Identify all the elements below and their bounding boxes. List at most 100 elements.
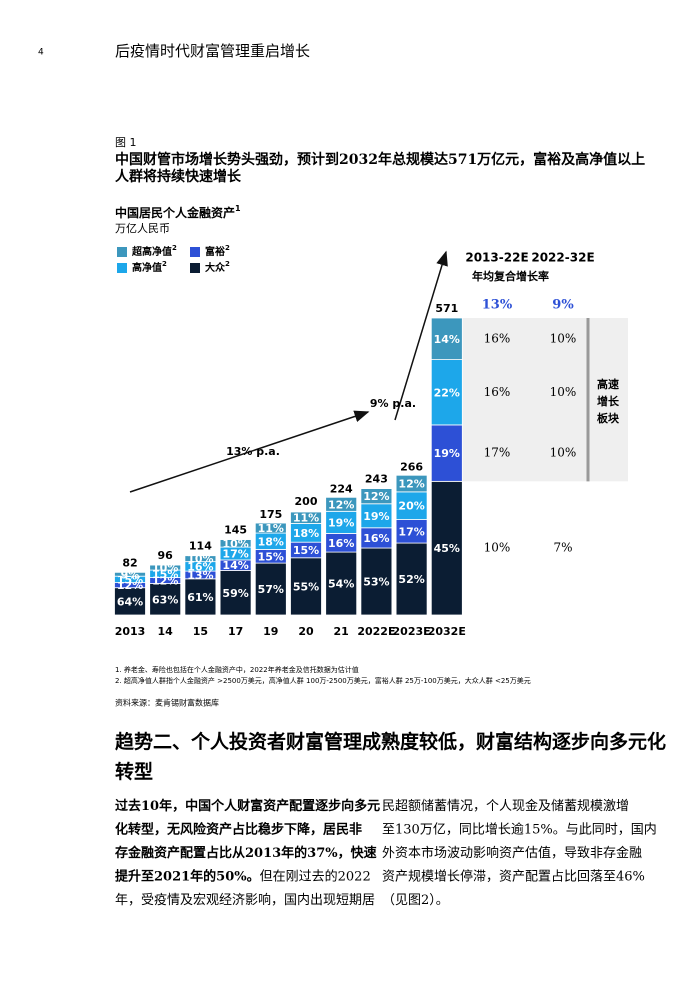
body-line: 外资本市场波动影响资产估值，导致非存金融 <box>382 845 642 861</box>
body-text: 化转型，无风险资产占比稳步下降，居民非 <box>115 821 362 837</box>
section-heading: 转型 <box>115 760 153 783</box>
bar-segment <box>360 547 393 616</box>
segment-label: 15% <box>258 550 284 563</box>
segment-label: 10% <box>187 553 213 566</box>
bar-segment <box>430 480 463 616</box>
bar-segment <box>184 555 217 563</box>
chart-title: 中国居民个人金融资产1 <box>115 204 241 220</box>
body-line: 过去10年，中国个人财富资产配置逐步向多元 <box>115 798 380 814</box>
segment-label: 54% <box>328 578 354 591</box>
legend-name: 高净值 <box>132 261 162 274</box>
segment-label: 59% <box>222 587 248 600</box>
header-title: 后疫情时代财富管理重启增长 <box>115 42 310 60</box>
growth-cell: 10% <box>550 385 577 399</box>
x-tick-label: 2023E <box>393 625 431 638</box>
segment-label: 10% <box>152 562 178 575</box>
segment-label: 17% <box>222 548 248 561</box>
total-label: 175 <box>259 508 282 521</box>
x-tick-label: 2013 <box>115 625 146 638</box>
total-label: 145 <box>224 524 247 537</box>
segment-label: 14% <box>434 333 460 346</box>
segment-label: 10% <box>222 537 248 550</box>
segment-label: 22% <box>434 386 460 399</box>
chart-title-text: 中国居民个人金融资产 <box>115 205 235 220</box>
segment-label: 55% <box>293 580 319 593</box>
footnote: 2. 超高净值人群指个人金融资产 >2500万美元，高净值人群 100万-250… <box>115 676 531 685</box>
bar-segment <box>430 424 463 482</box>
growth-cell: 7% <box>553 541 572 555</box>
segment-label: 53% <box>363 576 389 589</box>
growth-band <box>462 318 628 482</box>
segment-label: 15% <box>293 544 319 557</box>
bracket-label: 板块 <box>597 411 620 425</box>
legend-name: 富裕 <box>205 245 225 258</box>
bar-segment <box>149 564 182 571</box>
bar-segment <box>360 488 393 505</box>
x-tick-label: 21 <box>334 625 349 638</box>
body-text: 但在刚过去的2022 <box>260 868 371 884</box>
segment-label: 12% <box>328 498 354 511</box>
bar-segment <box>219 539 252 548</box>
growth-cell: 17% <box>484 446 511 460</box>
body-text: 民超额储蓄情况，个人现金及储蓄规模激增 <box>382 798 629 814</box>
bar-segment <box>360 503 393 529</box>
segment-label: 63% <box>152 593 178 606</box>
total-label: 224 <box>330 482 353 495</box>
total-label: 96 <box>158 549 174 562</box>
source: 资料来源：麦肯锡财富数据库 <box>115 698 219 708</box>
growth-header: 2013-22E <box>465 251 528 265</box>
segment-label: 16% <box>363 532 389 545</box>
segment-label: 15% <box>152 568 178 581</box>
section-heading: 趋势二、个人投资者财富管理成熟度较低，财富结构逐步向多元化 <box>115 730 666 753</box>
growth-cell: 10% <box>550 331 577 345</box>
body-line: 年，受疫情及宏观经济影响，国内出现短期居 <box>115 892 375 908</box>
legend-label: 超高净值2 <box>131 244 177 258</box>
body-text: （见图2）。 <box>382 893 449 908</box>
x-tick-label: 17 <box>228 625 243 638</box>
body-line: 化转型，无风险资产占比稳步下降，居民非 <box>115 821 362 837</box>
body-text: 年，受疫情及宏观经济影响，国内出现短期居 <box>115 892 375 908</box>
chart-title-note: 1 <box>235 204 241 213</box>
footnote: 1. 养老金、寿险也包括在个人金融资产中，2022年养老金及信托数据为估计值 <box>115 665 359 674</box>
body-text: 存金融资产配置占比从2013年的37%，快速 <box>115 845 377 861</box>
figure-label: 图 1 <box>115 136 137 149</box>
x-tick-label: 2022E <box>357 625 395 638</box>
x-tick-label: 15 <box>193 625 208 638</box>
figure-title: 中国财管市场增长势头强劲，预计到2032年总规模达571万亿元，富裕及高净值以上 <box>115 151 645 168</box>
total-label: 571 <box>435 302 458 315</box>
legend-swatch <box>190 263 200 273</box>
legend-swatch <box>117 263 127 273</box>
segment-label: 16% <box>187 560 213 573</box>
growth-arrow <box>129 410 370 493</box>
segment-label: 57% <box>258 583 284 596</box>
chart-subtitle: 万亿人民币 <box>115 222 170 235</box>
bar-segment <box>395 542 428 616</box>
x-tick-label: 19 <box>263 625 278 638</box>
bracket-label: 高速 <box>597 377 619 391</box>
segment-label: 19% <box>363 510 389 523</box>
segment-label: 19% <box>434 447 460 460</box>
bar-segment <box>395 491 428 520</box>
x-tick-label: 20 <box>298 625 314 638</box>
total-label: 82 <box>122 556 137 569</box>
growth-cell: 10% <box>550 446 577 460</box>
bar-segment <box>430 317 463 360</box>
figure-title: 人群将持续快速增长 <box>115 168 242 185</box>
growth-cell: 16% <box>484 331 511 345</box>
legend-name: 超高净值 <box>131 245 172 258</box>
annotation: 13% p.a. <box>226 445 280 458</box>
segment-label: 18% <box>293 527 319 540</box>
growth-total: 13% <box>482 298 513 313</box>
segment-label: 20% <box>398 500 424 513</box>
segment-label: 45% <box>434 542 460 555</box>
legend-name: 大众 <box>205 261 226 274</box>
body-line: （见图2）。 <box>382 893 449 908</box>
annotation: 9% p.a. <box>370 397 416 410</box>
bar-segment <box>290 557 322 616</box>
total-label: 200 <box>295 495 318 508</box>
legend-swatch <box>117 247 127 257</box>
body-text: 资产规模增长停滞，资产配置占比回落至46% <box>382 868 645 884</box>
total-label: 243 <box>365 473 388 486</box>
segment-label: 14% <box>222 559 248 572</box>
